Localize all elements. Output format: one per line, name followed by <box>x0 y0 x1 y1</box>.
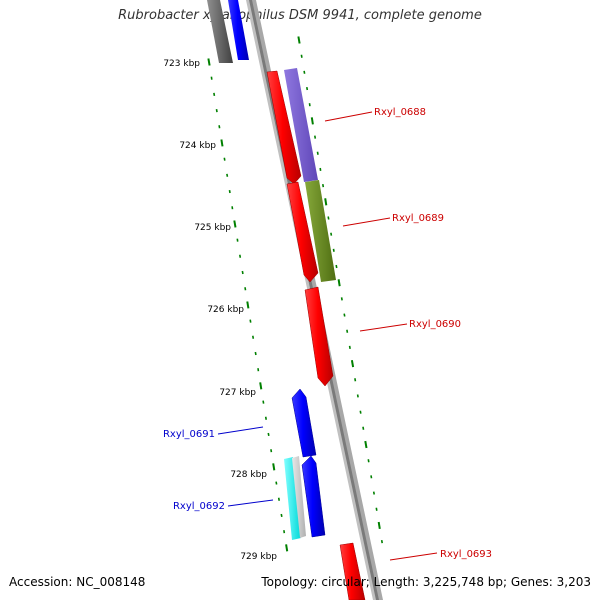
inner-ring-tick-mark <box>267 432 270 437</box>
gene-rxyl-0691-cds[interactable] <box>291 388 317 458</box>
gene-label-rxyl-0689[interactable]: Rxyl_0689 <box>392 213 444 224</box>
outer-ring-tick-mark <box>297 36 301 44</box>
gene-rxyl-0689-cds[interactable] <box>286 181 319 283</box>
inner-ring-tick-mark <box>254 351 257 356</box>
inner-ring-tick-mark <box>275 481 278 485</box>
inner-ring-tick-mark <box>272 463 276 471</box>
outer-ring-tick-mark <box>370 475 373 479</box>
feature-cyan-bar <box>284 457 301 540</box>
gene-rxyl-0688-cds[interactable] <box>266 70 302 185</box>
tick-label-724: 724 kbp <box>179 141 216 151</box>
outer-ring-tick-mark <box>322 183 325 188</box>
inner-ring-tick-mark <box>241 270 244 275</box>
gene-label-rxyl-0693[interactable]: Rxyl_0693 <box>440 549 492 560</box>
accession-text: Accession: NC_008148 <box>9 575 146 589</box>
inner-ring-tick-mark <box>226 173 229 177</box>
outer-ring-tick-mark <box>350 360 355 368</box>
gene-rxyl-0693-cds[interactable] <box>339 542 366 600</box>
inner-ring-tick-mark <box>220 139 224 147</box>
outer-ring-tick-mark <box>332 248 335 252</box>
inner-ring-tick-mark <box>228 189 231 194</box>
outer-ring-tick-mark <box>330 232 333 236</box>
outer-ring-tick-mark <box>340 297 343 301</box>
inner-ring-tick-mark <box>207 58 211 66</box>
outer-ring-tick-mark <box>327 216 330 220</box>
feature-green-bar <box>305 180 336 282</box>
inner-ring-tick-mark <box>239 254 242 258</box>
gene-rxyl-0690-cds[interactable] <box>304 286 334 387</box>
outer-ring-tick-mark <box>367 459 370 463</box>
genome-title: Rubrobacter xylanophilus DSM 9941, compl… <box>118 8 482 23</box>
outer-ring-tick-mark <box>348 345 351 350</box>
topology-text: Topology: circular; Length: 3,225,748 bp… <box>261 575 591 589</box>
outer-ring-tick-mark <box>306 86 309 91</box>
feature-top-dark <box>207 0 233 63</box>
inner-ring-tick-mark <box>280 513 283 518</box>
tick-label-727: 727 kbp <box>219 388 256 398</box>
outer-ring-tick-mark <box>343 313 346 317</box>
inner-ring-tick-mark <box>270 449 273 453</box>
gene-label-rxyl-0692[interactable]: Rxyl_0692 <box>173 501 225 512</box>
outer-ring-tick-mark <box>335 264 338 269</box>
inner-ring-tick-mark <box>285 544 289 552</box>
inner-ring-tick-mark <box>259 382 263 390</box>
outer-ring-tick-mark <box>303 70 306 74</box>
inner-ring-tick-mark <box>249 319 252 323</box>
outer-ring-tick-mark <box>324 198 328 206</box>
tick-label-728: 728 kbp <box>230 470 267 480</box>
outer-ring-tick-mark <box>364 440 368 449</box>
feature-purple-bar <box>284 68 318 182</box>
tick-ring-marks <box>207 36 383 552</box>
outer-ring-tick-mark <box>346 329 349 333</box>
inner-ring-tick-mark <box>213 92 216 97</box>
gene-label-lines <box>217 111 438 561</box>
outer-ring-tick-mark <box>337 279 341 287</box>
feature-grey-bar <box>292 456 306 538</box>
inner-ring-tick-mark <box>277 497 280 501</box>
outer-ring-tick-mark <box>300 54 303 58</box>
outer-ring-tick-mark <box>377 521 381 530</box>
inner-ring-tick-mark <box>262 400 265 404</box>
outer-ring-tick-mark <box>362 426 365 430</box>
outer-ring-tick-mark <box>375 507 378 511</box>
gene-label-rxyl-0688[interactable]: Rxyl_0688 <box>374 107 426 118</box>
tick-label-725: 725 kbp <box>194 223 231 233</box>
inner-ring-tick-mark <box>244 287 247 291</box>
outer-ring-tick-mark <box>359 410 362 414</box>
inner-ring-tick-mark <box>215 108 218 113</box>
tick-label-723: 723 kbp <box>163 59 200 69</box>
tick-label-726: 726 kbp <box>207 305 244 315</box>
gene-rxyl-0692-cds[interactable] <box>301 455 326 538</box>
tick-labels: 723 kbp 724 kbp 725 kbp 726 kbp 727 kbp … <box>163 59 277 562</box>
gene-label-rxyl-0691[interactable]: Rxyl_0691 <box>163 429 215 440</box>
inner-ring-tick-mark <box>223 157 226 161</box>
outer-ring-tick-mark <box>314 135 317 139</box>
inner-ring-tick-mark <box>233 220 237 228</box>
inner-ring-tick-mark <box>246 301 250 309</box>
inner-ring-tick-mark <box>218 125 221 129</box>
gene-label-rxyl-0690[interactable]: Rxyl_0690 <box>409 319 461 330</box>
feature-top-blue <box>228 0 249 60</box>
outer-ring-tick-mark <box>356 394 359 398</box>
inner-ring-tick-mark <box>264 416 267 420</box>
inner-ring-tick-mark <box>252 335 255 339</box>
tick-label-729: 729 kbp <box>240 552 277 562</box>
outer-ring-tick-mark <box>316 151 319 155</box>
outer-ring-tick-mark <box>354 378 357 382</box>
gene-labels: Rxyl_0688 Rxyl_0689 Rxyl_0690 Rxyl_0691 … <box>163 107 492 560</box>
outer-ring-tick-mark <box>380 539 383 544</box>
outer-ring-tick-mark <box>372 491 375 495</box>
outer-ring-tick-mark <box>310 117 314 125</box>
